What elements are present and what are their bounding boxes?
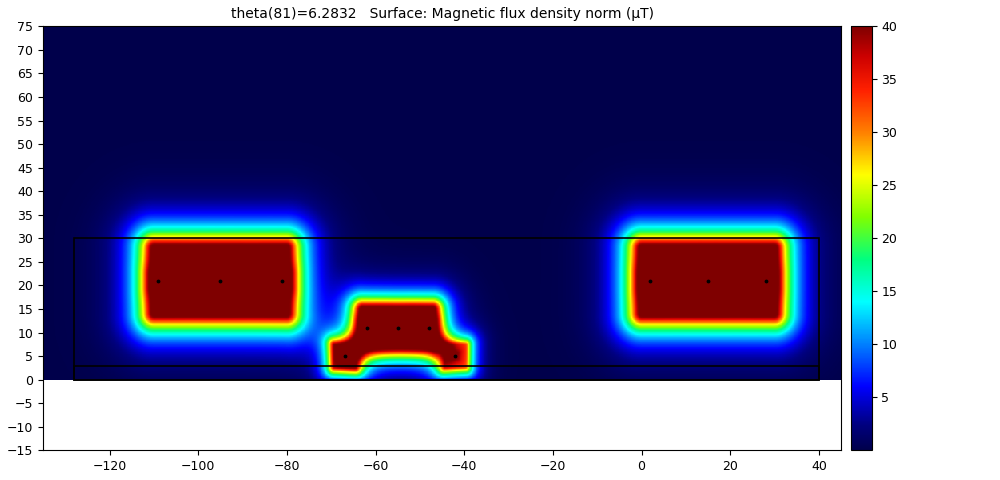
Title: theta(81)=6.2832   Surface: Magnetic flux density norm (μT): theta(81)=6.2832 Surface: Magnetic flux … bbox=[231, 7, 654, 21]
